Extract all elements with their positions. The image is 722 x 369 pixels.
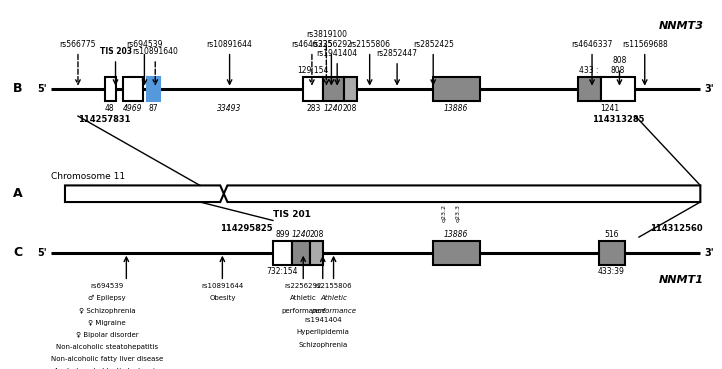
Text: rs2155806: rs2155806 [349, 40, 390, 49]
Text: rs3819100: rs3819100 [306, 31, 347, 39]
Text: 87: 87 [148, 103, 158, 113]
Text: Schizophrenia: Schizophrenia [298, 342, 347, 348]
Text: Acute lymphoblastic leukemia: Acute lymphoblastic leukemia [54, 368, 160, 369]
Text: 516: 516 [604, 230, 619, 239]
Text: rs4646337: rs4646337 [571, 40, 613, 49]
Text: NNMT1: NNMT1 [659, 275, 704, 285]
Text: rs2155806: rs2155806 [315, 283, 352, 289]
Text: 808: 808 [612, 56, 627, 65]
Text: rs566775: rs566775 [60, 40, 96, 49]
Bar [310, 241, 323, 265]
Text: ♀ Bipolar disorder: ♀ Bipolar disorder [76, 332, 138, 338]
Text: performance: performance [311, 308, 356, 314]
Text: A: A [13, 187, 22, 200]
Text: rs10891644: rs10891644 [201, 283, 243, 289]
Bar [344, 77, 357, 101]
Text: 5': 5' [38, 248, 47, 258]
Text: Obesity: Obesity [209, 295, 235, 301]
Text: 4969: 4969 [123, 103, 143, 113]
Bar [292, 241, 310, 265]
Bar [433, 77, 480, 101]
Text: 1240: 1240 [291, 230, 311, 239]
Text: q23.2: q23.2 [442, 204, 446, 222]
Bar [273, 241, 292, 265]
Text: 208: 208 [310, 230, 324, 239]
Text: 1241: 1241 [601, 103, 619, 113]
Bar [105, 77, 116, 101]
Text: 114295825: 114295825 [220, 224, 273, 232]
Text: rs694539: rs694539 [90, 283, 123, 289]
Text: 808: 808 [610, 66, 625, 76]
Text: Non-alcoholic steatohepatitis: Non-alcoholic steatohepatitis [56, 344, 158, 350]
Bar [323, 77, 344, 101]
Bar [123, 77, 143, 101]
Polygon shape [65, 186, 224, 202]
Bar [599, 241, 625, 265]
Text: Non-alcoholic fatty liver disease: Non-alcoholic fatty liver disease [51, 356, 163, 362]
Text: 433:39: 433:39 [598, 266, 625, 276]
Bar [578, 77, 601, 101]
Text: rs1941404: rs1941404 [317, 49, 357, 58]
Text: Chromosome 11: Chromosome 11 [51, 172, 125, 181]
Text: rs10891640: rs10891640 [132, 47, 178, 56]
Text: ♀ Migraine: ♀ Migraine [88, 320, 126, 326]
Bar [433, 241, 480, 265]
Text: Athletic: Athletic [290, 295, 317, 301]
Text: 114312560: 114312560 [650, 224, 703, 232]
Text: B: B [13, 82, 22, 95]
Text: 33493: 33493 [217, 103, 242, 113]
Text: rs1941404: rs1941404 [304, 317, 342, 323]
Bar [303, 77, 323, 101]
Text: 129:154: 129:154 [297, 66, 329, 76]
Text: Athletic: Athletic [320, 295, 347, 301]
Polygon shape [224, 186, 700, 202]
Text: rs10891644: rs10891644 [206, 40, 253, 49]
Text: ♀ Schizophrenia: ♀ Schizophrenia [79, 308, 135, 314]
Text: 13886: 13886 [444, 230, 469, 239]
Text: 48: 48 [105, 103, 115, 113]
Text: rs4646335: rs4646335 [291, 40, 333, 49]
Text: 1240: 1240 [323, 103, 344, 113]
Text: rs2852447: rs2852447 [377, 49, 417, 58]
Text: 5': 5' [38, 83, 47, 94]
Text: 114257831: 114257831 [78, 114, 131, 124]
Text: rs2256292: rs2256292 [284, 283, 322, 289]
Text: 433 :: 433 : [579, 66, 599, 76]
Text: Hyperlipidemia: Hyperlipidemia [296, 330, 349, 335]
Text: q23.3: q23.3 [456, 204, 461, 222]
Text: 3': 3' [704, 248, 713, 258]
Text: rs2256292: rs2256292 [311, 40, 352, 49]
Text: TIS 203: TIS 203 [100, 47, 131, 56]
Text: C: C [13, 246, 22, 259]
Text: rs2852425: rs2852425 [413, 40, 453, 49]
Text: 208: 208 [343, 103, 357, 113]
Text: 114313285: 114313285 [592, 114, 645, 124]
Text: 13886: 13886 [444, 103, 469, 113]
Text: NNMT3: NNMT3 [659, 21, 704, 31]
Text: rs694539: rs694539 [126, 40, 162, 49]
Text: ♂ Epilepsy: ♂ Epilepsy [88, 295, 126, 301]
Text: 283: 283 [306, 103, 321, 113]
Bar [601, 77, 635, 101]
Bar [147, 77, 160, 101]
Text: 732:154: 732:154 [266, 266, 298, 276]
Text: rs11569688: rs11569688 [622, 40, 668, 49]
Text: TIS 201: TIS 201 [274, 210, 311, 219]
Text: 899: 899 [275, 230, 290, 239]
Text: 3': 3' [704, 83, 713, 94]
Text: performance: performance [281, 308, 326, 314]
